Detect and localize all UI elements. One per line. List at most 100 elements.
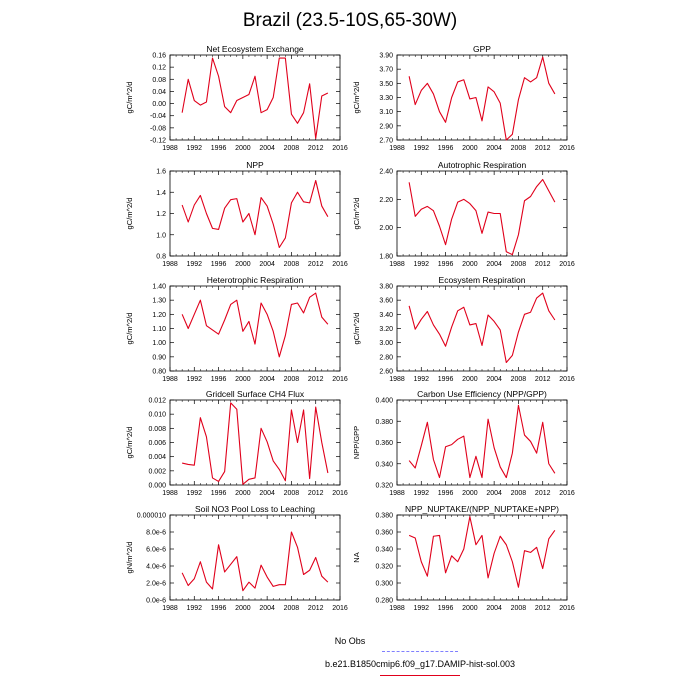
- y-tick-label: 0.380: [375, 513, 393, 520]
- y-tick-label: 0.000010: [137, 513, 166, 520]
- x-tick-label: 1992: [413, 605, 429, 612]
- y-tick-label: 8.0e-6: [146, 530, 166, 537]
- y-tick-label: 0.006: [148, 440, 166, 447]
- y-tick-label: 0.000: [148, 483, 166, 490]
- x-tick-label: 2016: [559, 605, 575, 612]
- y-tick-label: 2.00: [379, 225, 393, 232]
- panel-1: Net Ecosystem Exchange 1988 1992 1996 2000 20…: [125, 44, 348, 152]
- y-tick-label: 0.380: [375, 419, 393, 426]
- y-axis-label: gC/m^2/d: [125, 427, 134, 459]
- series-line: [408, 292, 556, 364]
- x-tick-label: 2012: [535, 145, 551, 152]
- x-tick-label: 1992: [186, 376, 202, 383]
- y-tick-label: 0.320: [375, 564, 393, 571]
- panel-title: Soil NO3 Pool Loss to Leaching: [195, 504, 315, 514]
- x-tick-label: 2008: [284, 605, 300, 612]
- x-tick-label: 2000: [462, 261, 478, 268]
- y-tick-label: 0.360: [375, 440, 393, 447]
- y-tick-label: 3.00: [379, 340, 393, 347]
- y-tick-label: -0.08: [150, 125, 166, 132]
- x-tick-label: 1992: [413, 376, 429, 383]
- panel-10: NPP_NUPTAKE/(NPP_NUPTAKE+NPP) 1988 1992 199…: [352, 504, 575, 612]
- x-tick-label: 2000: [462, 490, 478, 497]
- x-tick-label: 2004: [486, 605, 502, 612]
- x-tick-label: 1988: [162, 145, 178, 152]
- series-line: [181, 292, 329, 358]
- x-tick-label: 1996: [438, 376, 454, 383]
- x-tick-label: 2012: [535, 376, 551, 383]
- x-tick-label: 2000: [235, 605, 251, 612]
- panel-3: NPP 1988 1992 1996 2000 2004 2008 2012 2016 0.8 1.…: [125, 160, 348, 268]
- series-line: [181, 57, 329, 140]
- plot-frame: [169, 285, 341, 372]
- x-tick-label: 2012: [535, 605, 551, 612]
- series-line: [408, 178, 556, 256]
- y-tick-label: 3.30: [379, 95, 393, 102]
- plot-frame: [396, 514, 568, 601]
- y-tick-label: 0.320: [375, 483, 393, 490]
- y-tick-label: 1.6: [156, 169, 166, 176]
- y-tick-label: 3.40: [379, 312, 393, 319]
- y-tick-label: 3.20: [379, 326, 393, 333]
- y-tick-label: 0.280: [375, 598, 393, 605]
- y-axis-label: gC/m^2/d: [125, 198, 134, 230]
- y-tick-label: 3.10: [379, 109, 393, 116]
- y-tick-label: 0.08: [152, 77, 166, 84]
- x-tick-label: 2004: [486, 261, 502, 268]
- legend-label-no-obs: No Obs: [334, 636, 366, 646]
- panel-title: NPP_NUPTAKE/(NPP_NUPTAKE+NPP): [405, 504, 559, 514]
- x-tick-label: 2008: [284, 145, 300, 152]
- y-tick-label: 3.60: [379, 298, 393, 305]
- x-tick-label: 2016: [332, 376, 348, 383]
- y-axis-label: gC/m^2/d: [352, 198, 361, 230]
- y-tick-label: 1.4: [156, 190, 166, 197]
- x-tick-label: 1988: [389, 261, 405, 268]
- x-tick-label: 1992: [186, 490, 202, 497]
- x-tick-label: 2016: [332, 605, 348, 612]
- x-tick-label: 2016: [559, 376, 575, 383]
- panel-7: Gridcell Surface CH4 Flux 1988 1992 1996 200…: [125, 389, 348, 497]
- y-tick-label: 0.12: [152, 65, 166, 72]
- x-tick-label: 2004: [486, 376, 502, 383]
- y-tick-label: 0.010: [148, 412, 166, 419]
- y-tick-label: 0.300: [375, 581, 393, 588]
- x-tick-label: 2008: [511, 145, 527, 152]
- x-tick-label: 2000: [235, 261, 251, 268]
- series-line: [408, 404, 556, 479]
- x-tick-label: 2004: [486, 145, 502, 152]
- x-tick-label: 2000: [462, 376, 478, 383]
- x-tick-label: 1996: [438, 261, 454, 268]
- x-tick-label: 2000: [462, 605, 478, 612]
- x-tick-label: 1996: [211, 261, 227, 268]
- x-tick-label: 2012: [308, 145, 324, 152]
- x-tick-label: 1992: [413, 261, 429, 268]
- x-tick-label: 2004: [259, 261, 275, 268]
- x-tick-label: 1996: [438, 605, 454, 612]
- y-tick-label: 1.40: [152, 284, 166, 291]
- y-axis-label: gC/m^2/d: [125, 313, 134, 345]
- y-tick-label: 3.80: [379, 284, 393, 291]
- panel-2: GPP 1988 1992 1996 2000 2004 2008 2012 2016 2.70 2…: [352, 44, 575, 152]
- x-tick-label: 2012: [308, 605, 324, 612]
- panel-title: NPP: [246, 160, 264, 170]
- panel-title: Autotrophic Respiration: [438, 160, 527, 170]
- x-tick-label: 1996: [211, 490, 227, 497]
- x-tick-label: 2000: [462, 145, 478, 152]
- panel-title: Net Ecosystem Exchange: [206, 44, 304, 54]
- legend-line-model-run: [380, 675, 460, 676]
- x-tick-label: 1992: [413, 490, 429, 497]
- y-tick-label: 0.04: [152, 89, 166, 96]
- y-tick-label: 2.90: [379, 123, 393, 130]
- x-tick-label: 2012: [535, 261, 551, 268]
- y-axis-label: gN/m^2/d: [125, 542, 134, 574]
- series-line: [408, 56, 556, 141]
- y-tick-label: 0.360: [375, 530, 393, 537]
- x-tick-label: 1988: [389, 605, 405, 612]
- x-tick-label: 2000: [235, 145, 251, 152]
- x-tick-label: 2004: [486, 490, 502, 497]
- page-title: Brazil (23.5-10S,65-30W): [242, 10, 458, 31]
- x-tick-label: 1988: [162, 605, 178, 612]
- x-tick-label: 1992: [186, 605, 202, 612]
- y-tick-label: 0.012: [148, 398, 166, 405]
- y-tick-label: 1.20: [152, 312, 166, 319]
